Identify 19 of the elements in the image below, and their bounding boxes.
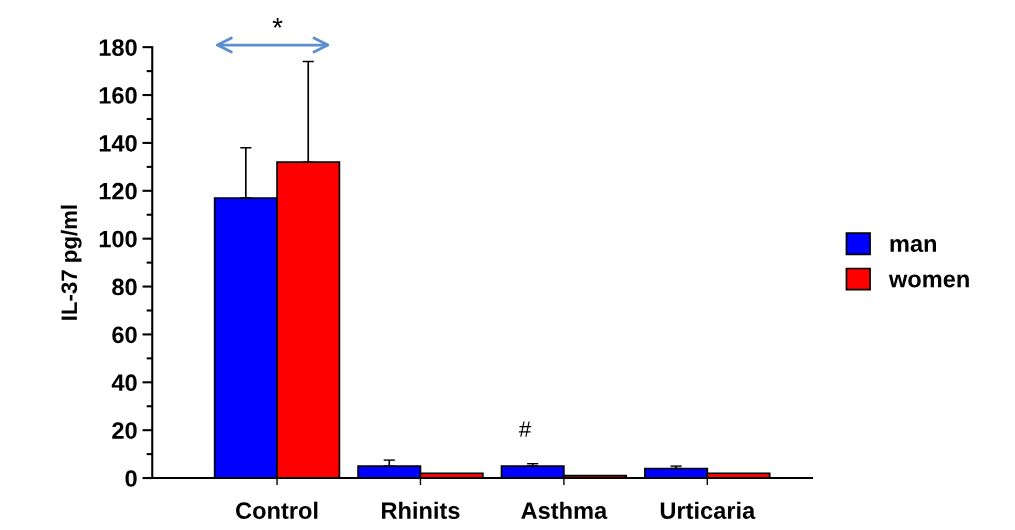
annotation: # bbox=[518, 421, 532, 437]
y-axis-title: IL-37 pg/ml bbox=[60, 205, 82, 320]
x-tick-label: Asthma bbox=[521, 501, 608, 520]
text: * bbox=[272, 17, 283, 28]
y-tick-label: 20 bbox=[112, 422, 137, 439]
y-tick-label: 120 bbox=[99, 182, 137, 200]
y-tick-label: 80 bbox=[112, 278, 137, 296]
y-tick-label: 0 bbox=[125, 470, 137, 487]
x-tick-label: Control bbox=[236, 501, 318, 520]
y-tick-label: 160 bbox=[99, 87, 137, 104]
legend-label: women bbox=[888, 274, 969, 288]
legend-label: man bbox=[890, 239, 937, 253]
y-tick-label: 140 bbox=[99, 134, 137, 152]
x-tick-label: Urticaria bbox=[660, 501, 756, 520]
y-tick-label: 180 bbox=[99, 39, 137, 56]
x-tick-label: Rhinits bbox=[382, 501, 460, 520]
y-tick-label: 40 bbox=[111, 374, 137, 392]
y-tick-label: 100 bbox=[99, 230, 137, 248]
y-tick-label: 60 bbox=[112, 326, 137, 344]
